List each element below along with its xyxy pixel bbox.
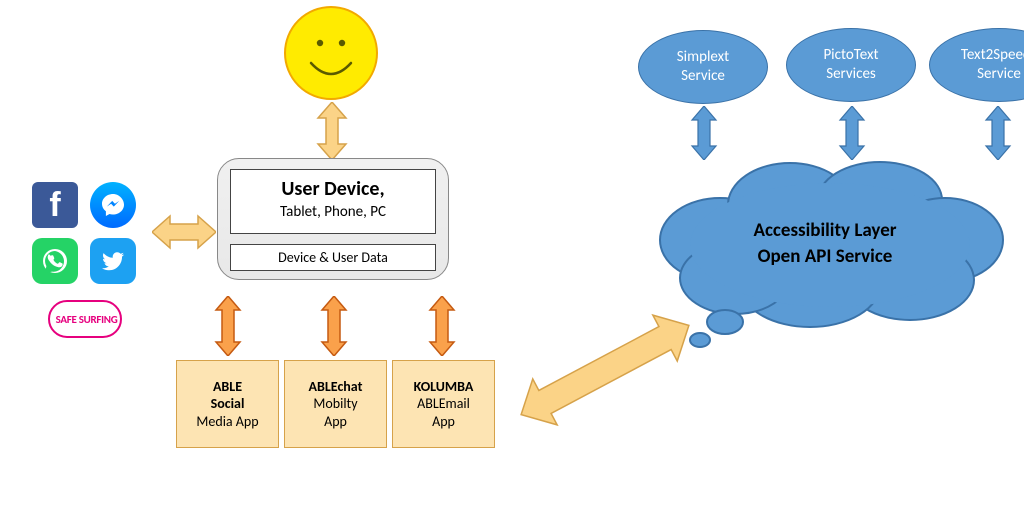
safesurfing-icon: SAFE SURFING (48, 300, 122, 338)
user-device-box: User Device, Tablet, Phone, PC Device & … (217, 158, 449, 280)
app-box-able-social: ABLE Social Media App (176, 360, 279, 448)
app-box-ablechat: ABLEchat Mobilty App (284, 360, 387, 448)
app-box-kolumba: KOLUMBA ABLEmail App (392, 360, 495, 448)
svc1-line2: Service (639, 67, 767, 86)
svc3-line2: Service (930, 65, 1024, 84)
arrow-smiley-device (312, 102, 352, 160)
svc2-line1: PictoText (787, 46, 915, 65)
app1-line1: ABLE (177, 378, 278, 396)
app3-line2: ABLEmail (393, 395, 494, 413)
device-footer: Device & User Data (230, 244, 436, 271)
app3-line3: App (393, 413, 494, 431)
app2-line3: App (285, 413, 386, 431)
cloud-line1: Accessibility Layer (753, 219, 896, 242)
service-simplext: Simplext Service (638, 30, 768, 104)
user-device-inner: User Device, Tablet, Phone, PC (230, 169, 436, 234)
arrow-device-app-1 (212, 296, 244, 356)
device-title: User Device (281, 177, 379, 201)
service-text2speech: Text2Speech Service (929, 28, 1024, 102)
app3-line1: KOLUMBA (393, 378, 494, 396)
messenger-icon (90, 182, 136, 228)
api-cloud: Accessibility Layer Open API Service (640, 150, 1010, 350)
facebook-icon: f (32, 182, 78, 228)
app2-line2: Mobilty (285, 395, 386, 413)
arrow-device-app-3 (426, 296, 458, 356)
cloud-line2: Open API Service (758, 245, 893, 268)
app2-line1: ABLEchat (285, 378, 386, 396)
whatsapp-icon (32, 238, 78, 284)
service-pictotext: PictoText Services (786, 28, 916, 102)
svc2-line2: Services (787, 65, 915, 84)
arrow-device-app-2 (318, 296, 350, 356)
app1-line2: Social (177, 395, 278, 413)
arrow-device-social (152, 210, 216, 254)
device-subtitle: Tablet, Phone, PC (280, 203, 386, 221)
twitter-icon (90, 238, 136, 284)
app1-line3: Media App (177, 413, 278, 431)
svc3-line1: Text2Speech (930, 46, 1024, 65)
smiley-face (283, 5, 379, 101)
svc1-line1: Simplext (639, 48, 767, 67)
safesurfing-label: SAFE SURFING (56, 314, 118, 325)
